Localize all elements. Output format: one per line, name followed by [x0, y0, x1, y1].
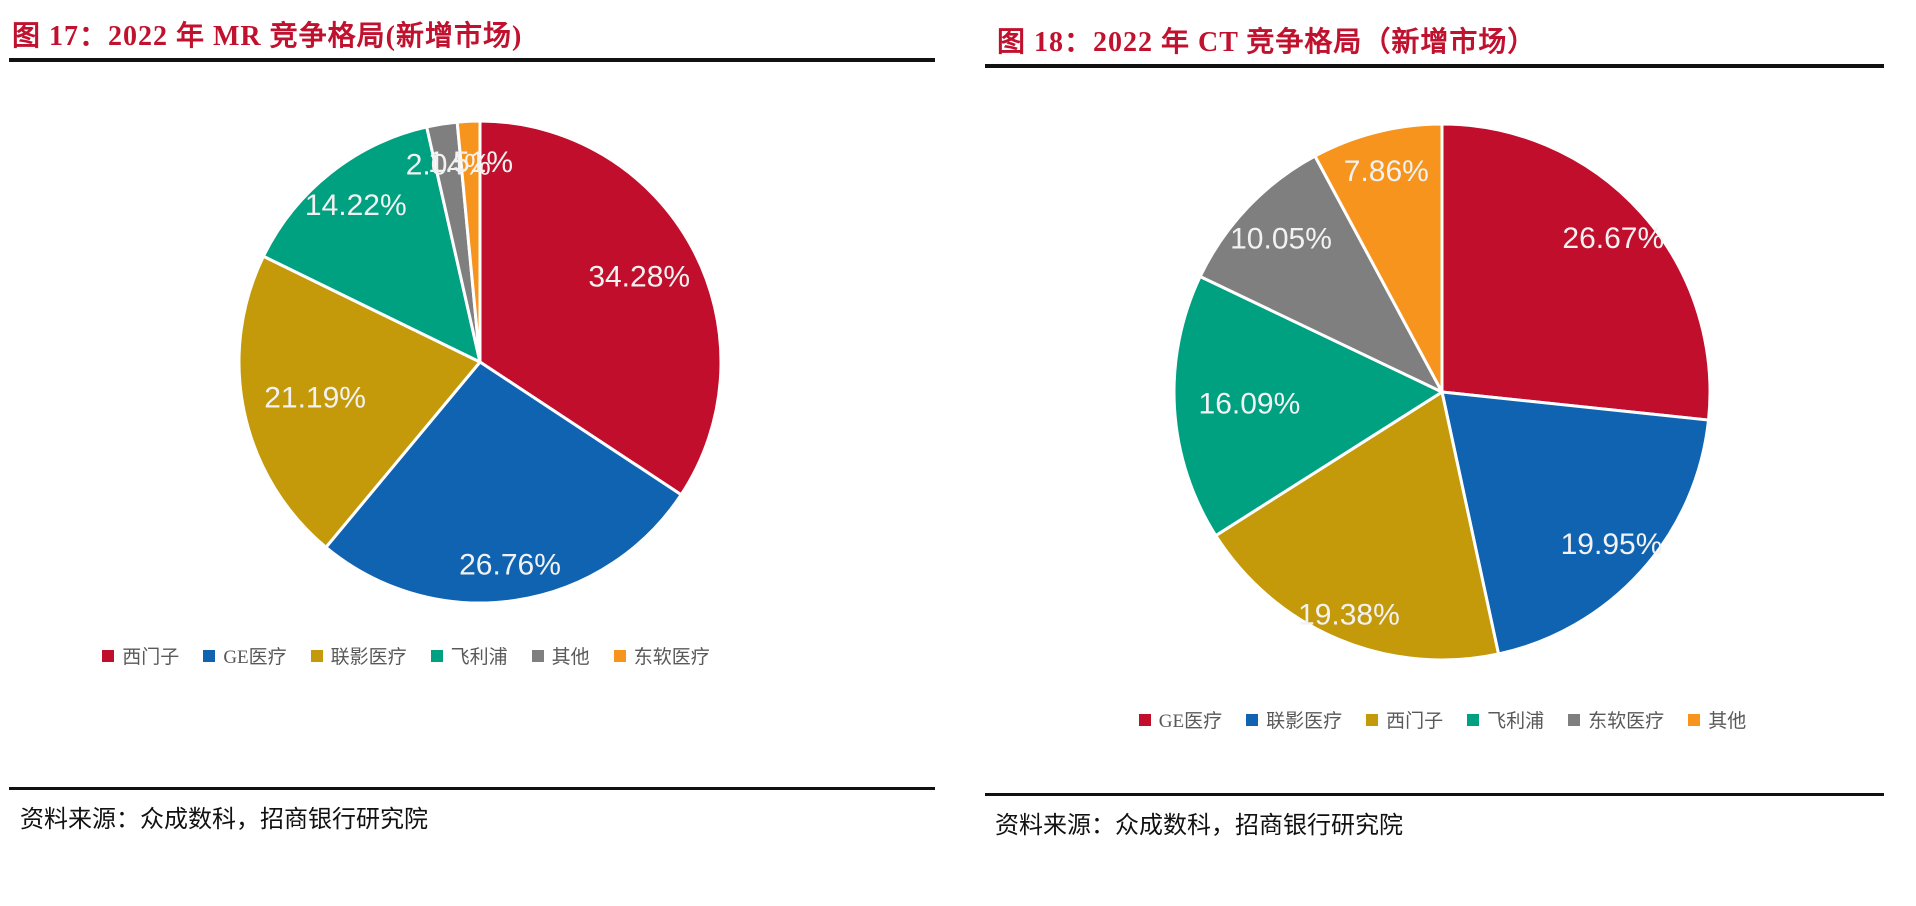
- slice-label: 21.19%: [264, 381, 366, 414]
- slice-label: 34.28%: [588, 260, 690, 293]
- slice-label: 10.05%: [1230, 223, 1332, 256]
- footer-divider: [985, 793, 1884, 796]
- legend-item: 联影医疗: [310, 642, 407, 669]
- legend-item: 西门子: [1366, 706, 1443, 733]
- legend-item: 其他: [531, 642, 590, 669]
- legend-swatch-icon: [1467, 713, 1480, 726]
- legend-item: 西门子: [102, 642, 179, 669]
- legend-swatch-icon: [531, 649, 544, 662]
- pie-slice: [261, 125, 482, 364]
- footer-divider: [9, 787, 935, 790]
- legend-swatch-icon: [1568, 713, 1581, 726]
- pie-slice: [1440, 122, 1712, 422]
- pie-slice: [1172, 275, 1444, 538]
- figure-title-mr: 图 17：2022 年 MR 竞争格局(新增市场): [12, 21, 523, 52]
- source-note-ct: 资料来源：众成数科，招商银行研究院: [995, 813, 1403, 839]
- legend-item: GE医疗: [203, 642, 287, 669]
- legend-label: 东软医疗: [633, 647, 710, 668]
- legend-ct: GE医疗 联影医疗 西门子 飞利浦 东软医疗 其他: [1015, 706, 1870, 733]
- title-divider: [9, 58, 935, 62]
- legend-label: 其他: [551, 647, 590, 668]
- slice-label: 16.09%: [1199, 388, 1301, 421]
- pie-slice: [1198, 154, 1444, 394]
- legend-label: 东软医疗: [1588, 711, 1665, 732]
- title-divider: [985, 64, 1884, 68]
- legend-mr: 西门子 GE医疗 联影医疗 飞利浦 其他 东软医疗: [0, 642, 812, 669]
- legend-item: 飞利浦: [1467, 706, 1544, 733]
- legend-label: 联影医疗: [1266, 711, 1343, 732]
- pie-chart-ct: 26.67% 19.95% 19.38% 16.09% 10.05% 7.86%: [1172, 122, 1712, 662]
- pie-slice: [324, 360, 683, 605]
- source-note-mr: 资料来源：众成数科，招商银行研究院: [20, 807, 428, 833]
- pie-slice: [1313, 122, 1444, 394]
- legend-item: 东软医疗: [1568, 706, 1664, 733]
- legend-item: GE医疗: [1138, 706, 1223, 733]
- slice-label: 19.38%: [1298, 599, 1400, 632]
- figure-title-ct: 图 18：2022 年 CT 竞争格局（新增市场）: [997, 27, 1537, 58]
- legend-label: GE医疗: [1158, 711, 1223, 732]
- legend-item: 东软医疗: [613, 642, 710, 669]
- pie-slice: [1440, 390, 1711, 656]
- legend-item: 飞利浦: [430, 642, 508, 669]
- pie-slice: [455, 119, 482, 364]
- legend-label: 西门子: [1386, 711, 1444, 732]
- legend-label: 飞利浦: [1487, 711, 1545, 732]
- legend-swatch-icon: [310, 649, 323, 662]
- slice-label: 26.76%: [459, 549, 561, 582]
- slice-label: 14.22%: [305, 189, 407, 222]
- legend-swatch-icon: [203, 649, 216, 662]
- legend-label: GE医疗: [223, 647, 287, 668]
- legend-swatch-icon: [430, 649, 443, 662]
- slice-label: 19.95%: [1561, 528, 1663, 561]
- legend-item: 联影医疗: [1246, 706, 1342, 733]
- legend-swatch-icon: [1246, 713, 1259, 726]
- legend-item: 其他: [1688, 706, 1746, 733]
- slice-label: 1.51%: [428, 146, 513, 179]
- legend-swatch-icon: [102, 649, 115, 662]
- legend-label: 联影医疗: [330, 647, 407, 668]
- legend-label: 飞利浦: [450, 647, 508, 668]
- legend-swatch-icon: [613, 649, 626, 662]
- pie-chart-mr: 34.28% 26.76% 21.19% 14.22% 2.04%1.51%: [237, 119, 723, 605]
- legend-swatch-icon: [1688, 713, 1701, 726]
- slice-label: 7.86%: [1344, 155, 1429, 188]
- legend-swatch-icon: [1138, 713, 1151, 726]
- pie-slice: [1214, 390, 1500, 662]
- legend-label: 其他: [1708, 711, 1747, 732]
- legend-label: 西门子: [122, 647, 180, 668]
- slice-label: 2.04%: [406, 149, 491, 182]
- legend-swatch-icon: [1366, 713, 1379, 726]
- slice-label: 26.67%: [1562, 222, 1664, 255]
- pie-slice: [237, 254, 482, 549]
